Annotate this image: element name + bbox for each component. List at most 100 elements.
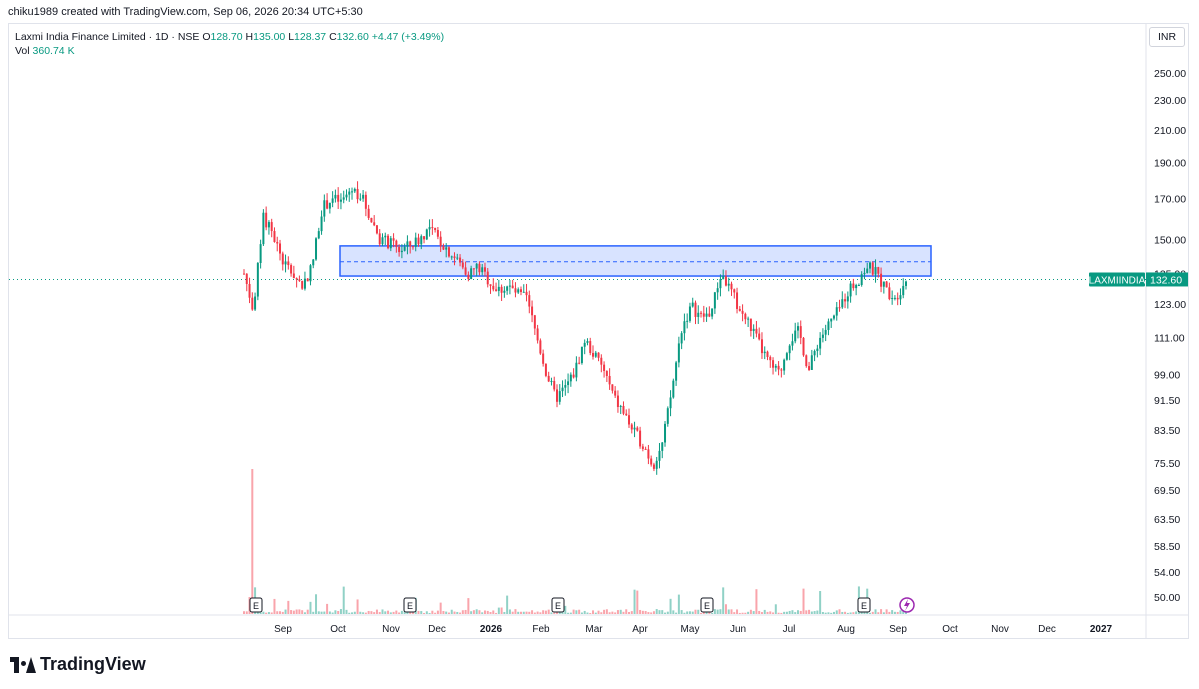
time-tick-label: 2026 (480, 624, 503, 635)
candle-body (517, 289, 520, 293)
lightning-bolt-icon (904, 599, 910, 611)
resistance-zone[interactable] (339, 245, 932, 277)
candle-body (666, 408, 669, 424)
volume-bar (243, 611, 245, 614)
volume-bar (362, 612, 365, 614)
volume-bar (351, 612, 354, 614)
candle-body (248, 283, 251, 298)
candle-body (677, 343, 680, 363)
candle-body (467, 274, 470, 279)
earnings-marker-label: E (555, 601, 561, 611)
candle-body (611, 384, 614, 391)
candle-body (442, 246, 445, 250)
volume-bar (273, 598, 276, 614)
candle-body (661, 442, 664, 451)
time-tick-label: Oct (942, 624, 958, 635)
candle-body (567, 381, 570, 386)
volume-bar (724, 604, 727, 614)
candle-body (747, 318, 750, 320)
volume-bar (497, 607, 500, 614)
volume-bar (292, 610, 295, 614)
candle-body (292, 273, 295, 279)
price-tick-label: 210.00 (1154, 125, 1186, 137)
volume-bar (772, 612, 775, 614)
price-tick-label: 75.50 (1154, 458, 1180, 470)
volume-bar (888, 611, 891, 614)
time-tick-label: Oct (330, 624, 346, 635)
volume-bar (813, 611, 816, 614)
candle-body (830, 318, 833, 322)
volume-bar (652, 611, 655, 614)
candle-body (495, 289, 498, 291)
candle-body (905, 281, 907, 286)
candle-body (700, 312, 703, 314)
price-tick-label: 111.00 (1154, 332, 1185, 344)
candle-body (652, 464, 655, 469)
candle-body (547, 375, 550, 382)
candle-body (675, 362, 678, 381)
candle-body (722, 276, 725, 280)
volume-bar (461, 610, 464, 614)
candle-body (315, 238, 318, 260)
candle-body (309, 265, 312, 282)
volume-bar (472, 610, 475, 614)
volume-bar (639, 609, 642, 614)
earnings-marker[interactable] (551, 597, 565, 613)
time-tick-label: Dec (428, 624, 446, 635)
volume-bar (589, 612, 592, 614)
volume-bar (841, 611, 844, 614)
candle-body (425, 229, 428, 240)
volume-bar (583, 610, 586, 614)
price-tick-label: 190.00 (1154, 157, 1186, 169)
candle-body (713, 292, 716, 309)
symbol-tag-label: LAXMIINDIA (1089, 275, 1146, 286)
earnings-marker[interactable] (700, 597, 714, 613)
volume-bar (791, 610, 794, 614)
chart-caption: chiku1989 created with TradingView.com, … (8, 6, 363, 18)
candle-body (813, 351, 816, 356)
volume-bar (279, 611, 282, 614)
volume-bar (805, 610, 808, 614)
candle-body (805, 355, 808, 367)
volume-bar (536, 611, 539, 614)
volume-bar (367, 610, 370, 614)
candle-body (434, 227, 437, 230)
volume-bar (711, 612, 714, 614)
volume-bar (592, 610, 595, 614)
volume-bar (345, 609, 348, 614)
candle-body (880, 273, 883, 287)
earnings-marker[interactable] (403, 597, 417, 613)
candle-body (389, 238, 392, 249)
volume-bar (802, 588, 805, 614)
volume-bar (384, 611, 387, 614)
price-tick-label: 69.50 (1154, 485, 1180, 497)
candle-body (866, 268, 869, 273)
low-label: L (288, 31, 295, 43)
volume-bar (544, 610, 547, 614)
volume-bar (323, 611, 326, 614)
volume-bar (470, 611, 473, 614)
volume-bar (428, 612, 431, 614)
candle-body (882, 281, 885, 287)
chart-frame[interactable] (8, 23, 1189, 639)
candle-body (628, 415, 631, 425)
time-tick-label: 2027 (1090, 624, 1113, 635)
time-tick-label: Aug (837, 624, 855, 635)
candle-body (533, 315, 536, 329)
volume-bar (769, 611, 772, 614)
earnings-marker[interactable] (249, 597, 263, 613)
volume-bar (799, 610, 802, 614)
change-value: +4.47 (+3.49%) (371, 31, 445, 43)
price-tick-label: 250.00 (1154, 68, 1186, 80)
volume-bar (747, 611, 750, 614)
currency-button[interactable]: INR (1149, 27, 1185, 47)
volume-bar (641, 610, 644, 614)
candle-body (586, 341, 589, 343)
candle-body (447, 247, 450, 257)
candle-body (594, 352, 597, 357)
candle-body (891, 297, 894, 300)
tradingview-logo[interactable]: TradingView (10, 654, 146, 675)
volume-bar (827, 612, 830, 614)
earnings-marker[interactable] (857, 597, 871, 613)
